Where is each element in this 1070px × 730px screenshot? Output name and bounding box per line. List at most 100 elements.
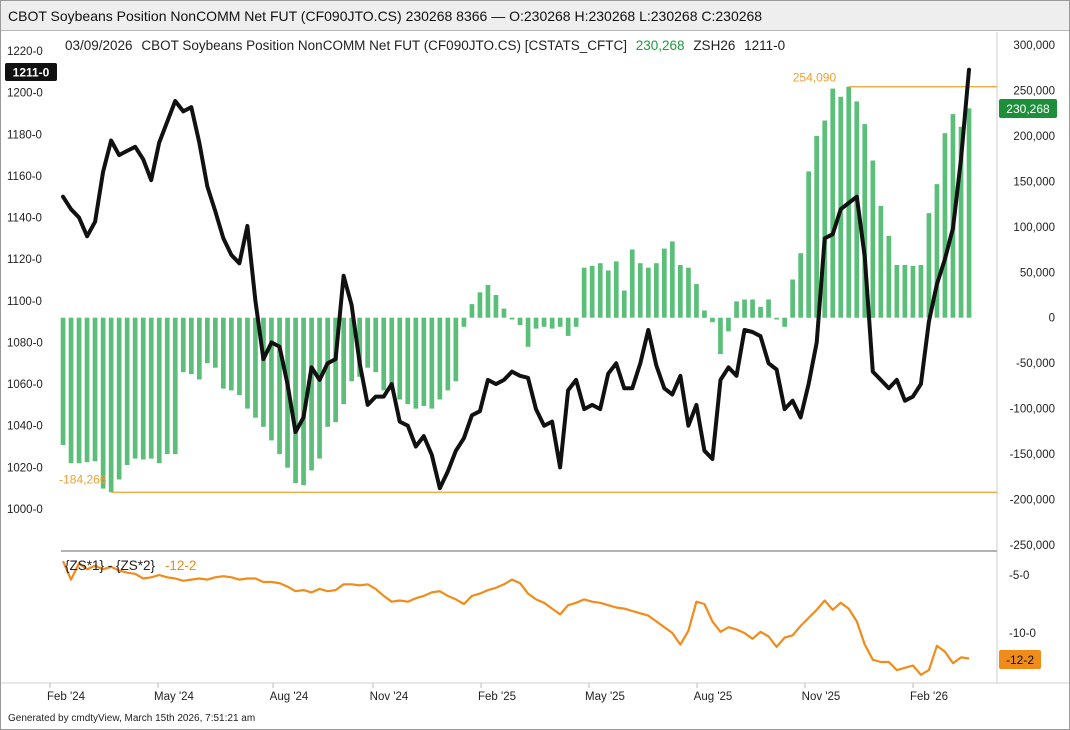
cot-bar	[926, 213, 932, 318]
right-axis-tick: -150,000	[1010, 449, 1055, 461]
right-axis-tick: 250,000	[1013, 86, 1055, 98]
price-badge-text: 1211-0	[13, 66, 50, 80]
cot-bar	[180, 317, 186, 373]
cot-bar	[461, 317, 467, 327]
cot-bar	[565, 317, 571, 336]
cot-bar	[140, 317, 146, 460]
cot-bar	[469, 304, 475, 318]
right-axis-tick: -200,000	[1010, 495, 1055, 507]
cot-bar	[453, 317, 459, 382]
cot-bar	[862, 124, 868, 318]
time-axis[interactable]: Feb '24 May '24 Aug '24 Nov '24 Feb '25 May '…	[47, 683, 948, 703]
cot-bar	[702, 310, 707, 318]
price-line	[61, 67, 971, 491]
header-label: CBOT Soybeans Position NonCOMM Net FUT (…	[141, 38, 627, 53]
header-symbol-value: 1211-0	[744, 38, 785, 53]
cot-bar	[742, 299, 747, 318]
left-axis-tick: 1200-0	[7, 88, 43, 100]
right-axis-tick: 0	[1049, 313, 1055, 325]
left-axis-tick: 1000-0	[7, 504, 43, 516]
cot-bar	[878, 205, 884, 318]
right-axis-tick: -100,000	[1010, 404, 1055, 416]
cot-bar	[605, 270, 611, 318]
cot-bar	[942, 133, 948, 318]
cot-bar	[918, 265, 924, 318]
spread-badge-text: -12-2	[1006, 653, 1034, 667]
cot-bar	[718, 317, 723, 355]
chart-area[interactable]: 1220-0 1200-0 1180-0 1160-0 1140-0 1120-0 1100…	[1, 32, 1069, 710]
cot-bar	[934, 184, 940, 318]
spread-axis-tick: -5-0	[1009, 570, 1029, 582]
left-axis-tick: 1180-0	[7, 129, 42, 141]
right-axis-tick: -50,000	[1016, 358, 1055, 370]
cot-bar	[68, 317, 74, 464]
left-axis-tick: 1060-0	[7, 379, 43, 391]
time-axis-label: Feb '25	[478, 691, 516, 703]
cot-bar	[189, 317, 194, 375]
cot-bar	[164, 317, 170, 455]
cot-bar	[646, 267, 651, 318]
spread-header-value: -12-2	[165, 558, 197, 573]
cot-bar	[132, 317, 138, 459]
cot-bar	[694, 284, 699, 318]
cot-bar	[373, 317, 379, 373]
cot-bar	[76, 317, 82, 464]
cot-bar	[750, 299, 755, 318]
cot-bar	[549, 317, 555, 329]
cot-bar	[245, 317, 250, 409]
cot-bar	[229, 317, 234, 391]
cot-bar	[397, 317, 403, 400]
cot-bar	[205, 317, 210, 364]
cot-bar	[413, 317, 419, 409]
cot-bar	[341, 317, 346, 405]
cot-bars	[60, 86, 972, 493]
left-axis-tick: 1080-0	[7, 338, 43, 350]
cot-bar	[253, 317, 258, 418]
cot-bar	[621, 290, 627, 318]
cot-bar	[317, 317, 322, 459]
cot-bar	[405, 317, 411, 405]
right-axis-tick: 50,000	[1020, 267, 1055, 279]
cot-bar	[629, 249, 635, 318]
window-title: CBOT Soybeans Position NonCOMM Net FUT (…	[1, 1, 1069, 31]
right-cot-axis[interactable]: 300,000 250,000 200,000 150,000 100,000 50,00…	[1010, 40, 1055, 552]
cot-bar	[958, 126, 964, 318]
right-spread-axis[interactable]: -5-0 -10-0	[1009, 570, 1036, 640]
cot-bar	[766, 299, 771, 318]
cot-bar	[213, 317, 218, 368]
cot-bar	[814, 135, 819, 318]
cot-bar	[782, 317, 787, 327]
right-axis-tick: 100,000	[1013, 222, 1055, 234]
time-axis-label: Nov '24	[370, 691, 409, 703]
cot-bar	[197, 317, 202, 380]
left-axis-tick: 1020-0	[7, 462, 43, 474]
cot-bar	[894, 265, 900, 318]
right-axis-tick: -250,000	[1010, 540, 1055, 552]
cot-bar	[726, 317, 731, 332]
cot-bar	[581, 267, 587, 318]
spread-header: {ZS*1} - {ZS*2} -12-2	[65, 558, 196, 573]
cot-bar	[541, 317, 547, 327]
header-symbol: ZSH26	[693, 38, 735, 53]
left-price-axis[interactable]: 1220-0 1200-0 1180-0 1160-0 1140-0 1120-0 1100…	[7, 46, 43, 516]
price-line-layer	[61, 67, 971, 491]
max-value-label: 254,090	[793, 71, 837, 85]
time-axis-label: Nov '25	[802, 691, 841, 703]
cot-bar	[910, 265, 916, 318]
cot-bar	[966, 108, 972, 318]
generated-footer: Generated by cmdtyView, March 15th 2026,…	[8, 713, 256, 724]
cot-bar	[678, 265, 683, 318]
price-badge: 1211-0	[5, 63, 57, 81]
time-axis-label: Aug '25	[694, 691, 733, 703]
cot-bar	[525, 317, 531, 347]
right-axis-tick: 200,000	[1013, 131, 1055, 143]
cot-bar	[613, 261, 619, 318]
cot-bar	[421, 317, 427, 406]
cot-bar	[501, 308, 507, 318]
cot-bar	[734, 301, 739, 318]
cot-bar	[357, 317, 362, 377]
cot-bar	[493, 295, 499, 318]
cot-bar	[533, 317, 539, 329]
cot-bar	[573, 317, 579, 327]
